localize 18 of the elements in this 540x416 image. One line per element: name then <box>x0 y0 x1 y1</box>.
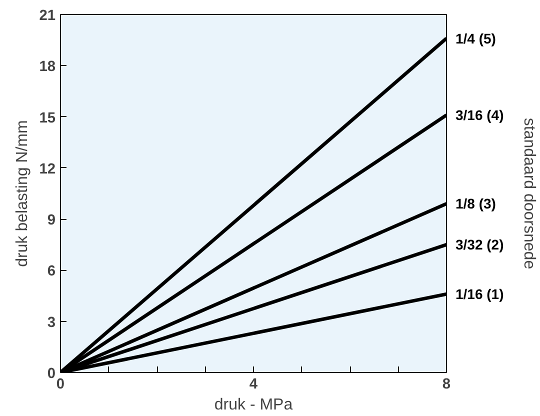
y-tick-label: 9 <box>47 212 56 229</box>
x-axis-title: druk - MPa <box>214 396 293 414</box>
y-tick-label: 18 <box>39 59 56 76</box>
y2-axis-title: standaard doorsnede <box>520 118 538 270</box>
x-tick-label: 4 <box>249 376 258 392</box>
series-label: 3/16 (4) <box>456 107 504 124</box>
y-axis-title: druk belasting N/mm <box>14 120 32 267</box>
series-label: 1/4 (5) <box>456 30 496 46</box>
series-label: 1/16 (1) <box>456 286 504 302</box>
series-label: 3/32 (2) <box>456 236 504 253</box>
y-tick-label: 3 <box>47 314 56 331</box>
y-tick-label: 15 <box>39 110 56 126</box>
y-tick-label: 12 <box>39 161 56 178</box>
y-tick-label: 6 <box>47 264 56 280</box>
x-tick-label: 8 <box>442 376 451 392</box>
y-tick-label: 21 <box>39 8 56 24</box>
y-tick-label: 0 <box>47 366 56 382</box>
series-label: 1/8 (3) <box>456 196 496 212</box>
